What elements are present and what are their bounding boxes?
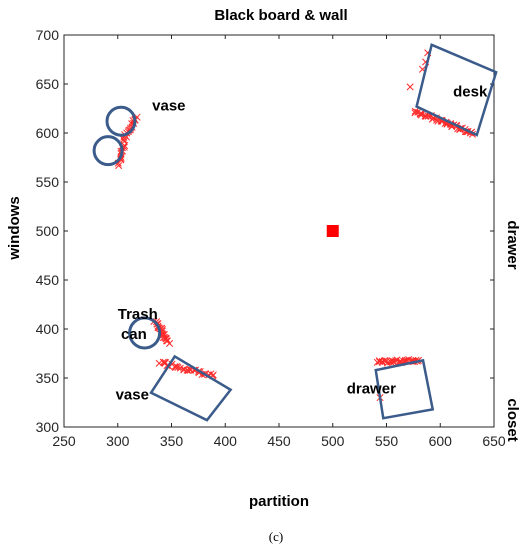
scan-point (155, 359, 163, 367)
annotation-label: can (121, 326, 147, 343)
y-tick-label: 700 (36, 27, 60, 43)
annotation-label: desk (453, 84, 488, 101)
scan-point-stroke (375, 357, 383, 365)
scan-point-stroke (375, 358, 384, 366)
x-tick-label: 400 (214, 433, 238, 449)
scan-point-stroke (160, 331, 168, 339)
scan-point-stroke (184, 367, 192, 375)
right-label-closet: closet (504, 398, 521, 441)
center-marker (326, 225, 339, 237)
scan-point-stroke (383, 357, 391, 365)
scan-point-stroke (418, 109, 426, 118)
chart-title: Black board & wall (214, 7, 347, 24)
x-tick-label: 450 (267, 433, 291, 449)
scan-point-stroke (418, 65, 427, 73)
center-square (326, 225, 339, 237)
obstacle-circle (92, 135, 124, 167)
scan-point-stroke (417, 111, 425, 119)
scan-point-stroke (162, 335, 171, 343)
y-tick-label: 600 (36, 125, 60, 141)
obstacle-shapes (92, 43, 498, 422)
scan-point-stroke (159, 358, 167, 366)
x-tick-label: 550 (375, 433, 399, 449)
obstacle-rect (149, 354, 233, 422)
scan-point-stroke (176, 364, 184, 372)
x-tick-label: 300 (106, 433, 130, 449)
x-tick-label: 600 (429, 433, 453, 449)
scan-point-stroke (161, 359, 169, 367)
y-tick-label: 350 (36, 370, 60, 386)
scan-point-stroke (411, 107, 419, 115)
x-tick-label: 250 (52, 433, 76, 449)
right-label-drawer: drawer (504, 220, 521, 269)
scan-point (418, 109, 426, 118)
scan-point-stroke (120, 135, 128, 144)
figure-caption: (c) (269, 529, 283, 544)
annotation-label: drawer (347, 381, 396, 398)
x-ticks: 250 300 350 400 450 500 550 600 650 (52, 35, 506, 449)
scan-point-stroke (406, 83, 414, 91)
scan-point-stroke (159, 333, 167, 342)
obstacle-circle (128, 316, 162, 350)
y-tick-label: 650 (36, 76, 60, 92)
x-tick-label: 350 (160, 433, 184, 449)
obstacle-circle (105, 105, 137, 137)
annotation-label: vase (116, 387, 149, 404)
x-tick-label: 650 (482, 433, 506, 449)
scan-point-stroke (155, 359, 163, 367)
x-axis-label: partition (249, 493, 309, 510)
plot-area (63, 34, 495, 428)
y-tick-label: 450 (36, 272, 60, 288)
scan-point (406, 83, 414, 91)
scan-point-stroke (389, 358, 397, 366)
scan-point (184, 367, 192, 375)
scan-point-stroke (114, 159, 122, 167)
y-ticks: 300 350 400 450 500 550 600 650 700 (36, 27, 494, 435)
scan-point-stroke (403, 356, 411, 364)
scan-point-stroke (422, 112, 430, 120)
x-tick-label: 500 (321, 433, 345, 449)
scan-point (120, 135, 128, 144)
scan-point-stroke (174, 363, 182, 372)
annotation-label: Trash (118, 306, 158, 323)
y-tick-label: 500 (36, 223, 60, 239)
y-tick-label: 400 (36, 321, 60, 337)
scan-point-stroke (405, 356, 413, 364)
scan-point-stroke (165, 339, 174, 347)
scan-point (174, 363, 182, 372)
scan-point (162, 335, 171, 343)
scan-point (165, 339, 174, 347)
y-tick-label: 550 (36, 174, 60, 190)
y-axis-label: windows (6, 196, 23, 260)
obstacle-rect (374, 358, 435, 420)
scan-point-stroke (115, 162, 123, 170)
annotations: vase desk Trash can vase drawer (116, 84, 488, 404)
scan-point (389, 358, 397, 366)
scan-point (411, 107, 419, 115)
y-tick-label: 300 (36, 419, 60, 435)
obstacle-rect (415, 43, 498, 137)
annotation-label: vase (152, 97, 185, 114)
